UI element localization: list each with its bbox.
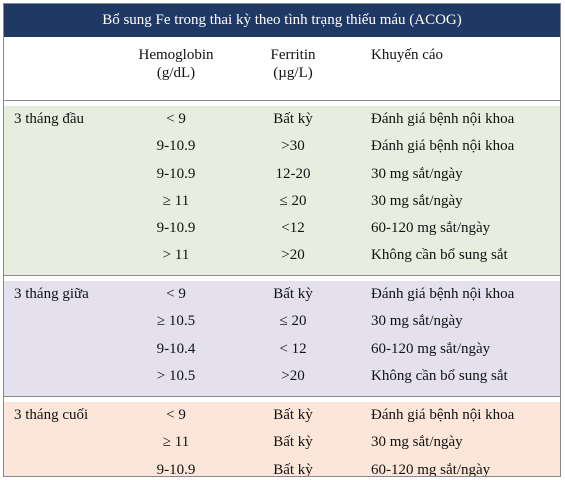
trimester-section: 3 tháng giữa < 9 Bất kỳ Đánh giá bệnh nội k… bbox=[4, 281, 560, 397]
recommendation-cell: 60-120 mg sắt/ngày bbox=[371, 461, 491, 477]
table-row: 3 tháng giữa < 9 Bất kỳ Đánh giá bệnh nội k… bbox=[4, 281, 560, 308]
trimester-section: 3 tháng cuối < 9 Bất kỳ Đánh giá bệnh nội k… bbox=[4, 402, 560, 477]
hemoglobin-cell: 9-10.9 bbox=[156, 165, 196, 182]
recommendation-cell: Đánh giá bệnh nội khoa bbox=[371, 407, 515, 423]
trimester-label: 3 tháng đầu bbox=[14, 111, 84, 127]
hemoglobin-cell: < 9 bbox=[166, 111, 186, 127]
header-hemoglobin-unit: (g/dL) bbox=[156, 65, 196, 81]
hemoglobin-cell: < 9 bbox=[166, 407, 186, 423]
table-row: > 11 >20 Không cần bổ sung sắt bbox=[4, 242, 560, 269]
ferritin-cell: Bất kỳ bbox=[273, 434, 313, 451]
header-hemoglobin: Hemoglobin (g/dL) bbox=[121, 46, 231, 82]
hemoglobin-cell: 9-10.4 bbox=[156, 340, 196, 357]
table-row: 9-10.9 <12 60-120 mg sắt/ngày bbox=[4, 215, 560, 242]
hemoglobin-cell: > 11 bbox=[162, 247, 190, 264]
header-ferritin-name: Ferritin bbox=[270, 47, 316, 63]
trimester-label: 3 tháng cuối bbox=[14, 407, 89, 423]
ferritin-cell: ≤ 20 bbox=[279, 313, 307, 330]
ferritin-cell: < 12 bbox=[279, 340, 307, 357]
table-body: 3 tháng đầu < 9 Bất kỳ Đánh giá bệnh nội kh… bbox=[4, 106, 560, 477]
ferritin-cell: >30 bbox=[281, 138, 305, 155]
table-row: ≥ 11 ≤ 20 30 mg sắt/ngày bbox=[4, 188, 560, 215]
table-title: Bổ sung Fe trong thai kỳ theo tình trạng… bbox=[4, 4, 560, 37]
table-row: 3 tháng cuối < 9 Bất kỳ Đánh giá bệnh nội k… bbox=[4, 402, 560, 429]
recommendation-cell: Không cần bổ sung sắt bbox=[371, 247, 508, 264]
header-recommendation: Khuyến cáo bbox=[371, 47, 444, 63]
hemoglobin-cell: ≥ 10.5 bbox=[156, 313, 196, 330]
ferritin-cell: <12 bbox=[281, 220, 305, 237]
recommendation-cell: 60-120 mg sắt/ngày bbox=[371, 340, 491, 357]
ferritin-cell: Bất kỳ bbox=[273, 111, 313, 127]
header-ferritin: Ferritin (µg/L) bbox=[248, 46, 338, 82]
ferritin-cell: Bất kỳ bbox=[273, 407, 313, 423]
table-row: ≥ 10.5 ≤ 20 30 mg sắt/ngày bbox=[4, 308, 560, 335]
recommendation-cell: Không cần bổ sung sắt bbox=[371, 367, 508, 384]
recommendation-cell: 30 mg sắt/ngày bbox=[371, 192, 463, 209]
ferritin-cell: Bất kỳ bbox=[273, 286, 313, 302]
hemoglobin-cell: ≥ 11 bbox=[162, 192, 190, 209]
table-header: Hemoglobin (g/dL) Ferritin (µg/L) Khuyến… bbox=[4, 37, 560, 101]
header-ferritin-unit: (µg/L) bbox=[273, 65, 313, 81]
recommendation-cell: 60-120 mg sắt/ngày bbox=[371, 220, 491, 237]
ferritin-cell: Bất kỳ bbox=[273, 461, 313, 477]
recommendation-cell: Đánh giá bệnh nội khoa bbox=[371, 286, 515, 302]
hemoglobin-cell: 9-10.9 bbox=[156, 138, 196, 155]
ferritin-cell: >20 bbox=[281, 247, 305, 264]
hemoglobin-cell: 9-10.9 bbox=[156, 220, 196, 237]
recommendation-cell: 30 mg sắt/ngày bbox=[371, 434, 463, 451]
table-row: 9-10.9 12-20 30 mg sắt/ngày bbox=[4, 161, 560, 188]
hemoglobin-cell: < 9 bbox=[166, 286, 186, 302]
header-hemoglobin-name: Hemoglobin bbox=[138, 47, 214, 63]
table-row: 3 tháng đầu < 9 Bất kỳ Đánh giá bệnh nội kh… bbox=[4, 106, 560, 133]
recommendation-cell: Đánh giá bệnh nội khoa bbox=[371, 138, 515, 155]
hemoglobin-cell: > 10.5 bbox=[156, 367, 196, 384]
ferritin-cell: ≤ 20 bbox=[279, 192, 307, 209]
table-row: 9-10.9 >30 Đánh giá bệnh nội khoa bbox=[4, 133, 560, 160]
recommendation-cell: 30 mg sắt/ngày bbox=[371, 313, 463, 330]
recommendation-cell: 30 mg sắt/ngày bbox=[371, 165, 463, 182]
trimester-section: 3 tháng đầu < 9 Bất kỳ Đánh giá bệnh nội kh… bbox=[4, 106, 560, 276]
hemoglobin-cell: ≥ 11 bbox=[162, 434, 190, 451]
trimester-label: 3 tháng giữa bbox=[14, 286, 89, 302]
iron-supplement-table: Bổ sung Fe trong thai kỳ theo tình trạng… bbox=[3, 3, 561, 477]
recommendation-cell: Đánh giá bệnh nội khoa bbox=[371, 111, 515, 127]
ferritin-cell: >20 bbox=[281, 367, 305, 384]
ferritin-cell: 12-20 bbox=[275, 165, 311, 182]
table-row: 9-10.9 Bất kỳ 60-120 mg sắt/ngày bbox=[4, 457, 560, 477]
table-row: ≥ 11 Bất kỳ 30 mg sắt/ngày bbox=[4, 429, 560, 456]
hemoglobin-cell: 9-10.9 bbox=[156, 461, 196, 477]
table-row: 9-10.4 < 12 60-120 mg sắt/ngày bbox=[4, 336, 560, 363]
table-row: > 10.5 >20 Không cần bổ sung sắt bbox=[4, 363, 560, 390]
